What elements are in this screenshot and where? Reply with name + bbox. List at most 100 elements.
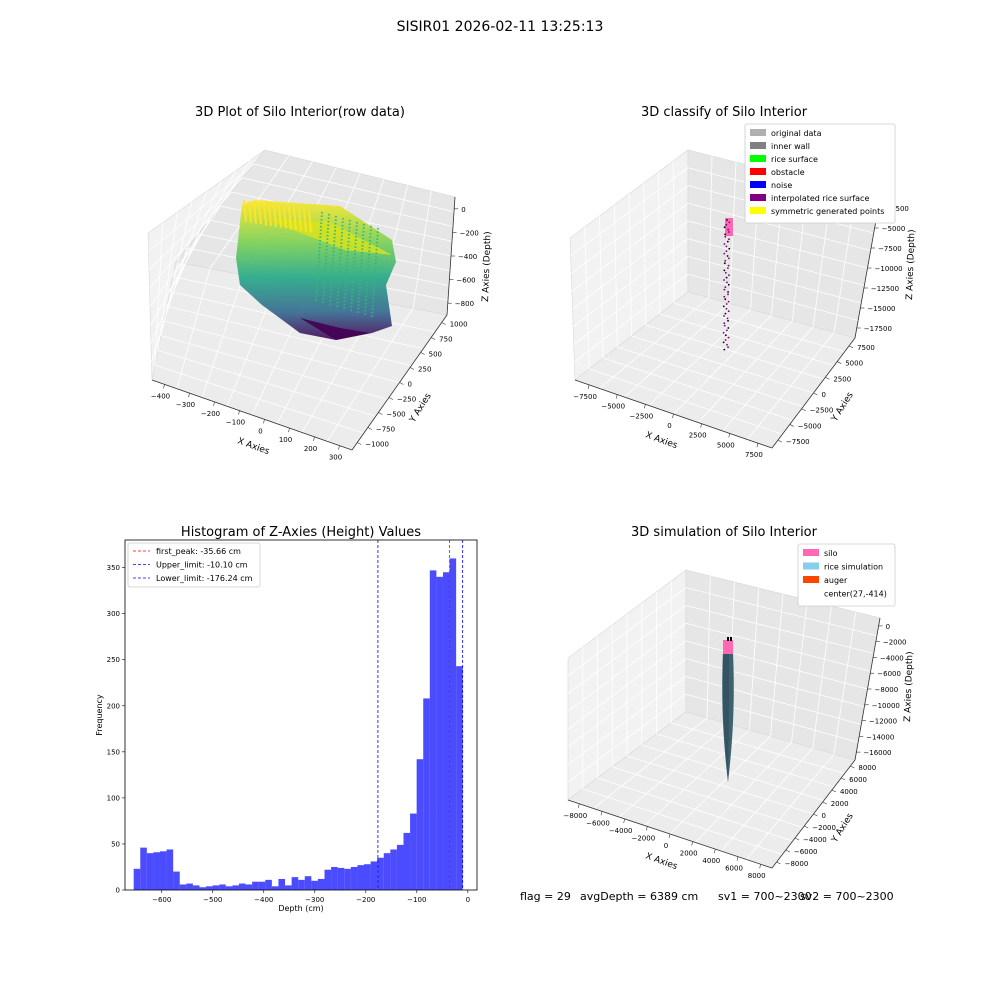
grid-line (567, 640, 687, 730)
classified-point (723, 324, 726, 327)
x-tick (163, 384, 165, 389)
classified-point (725, 303, 728, 305)
point-strand (315, 211, 323, 303)
x-tick (615, 394, 618, 399)
y-tick-label: −250 (397, 396, 416, 404)
classify-legend-swatch (750, 168, 766, 175)
y-tick-label: 250 (107, 656, 120, 664)
classified-point (727, 291, 729, 293)
auger-marker (730, 637, 732, 641)
grid-line (687, 202, 871, 251)
histogram-bar (311, 880, 318, 890)
panel-3d-simulation-surface (722, 637, 734, 782)
panel-3d-simulation: 3D simulation of Silo Interior −8000−600… (563, 525, 915, 880)
histogram-bar (317, 878, 325, 890)
grid-line (643, 182, 647, 326)
y-tick (813, 392, 818, 396)
y-tick-label: 250 (418, 366, 431, 374)
y-tick-label: 750 (439, 336, 452, 344)
x-tick-label: 7500 (745, 451, 763, 459)
x-tick-label: 8000 (748, 872, 766, 880)
panel-3d-classify-ylabel: Y Axies (830, 390, 856, 424)
classified-point (725, 245, 728, 248)
histogram-bar (423, 698, 430, 890)
histogram-bar (304, 876, 312, 890)
classified-point (724, 259, 727, 262)
grid-line (253, 163, 455, 213)
classified-point (728, 238, 730, 241)
histogram-bar (331, 866, 338, 890)
y-tick-label: 50 (111, 840, 120, 848)
histogram-bar (179, 884, 187, 890)
y-tick-label: 0 (116, 887, 120, 895)
histogram-bar (278, 878, 286, 890)
classified-point (723, 262, 726, 265)
classify-legend-swatch (750, 181, 766, 188)
grid-line (747, 331, 835, 440)
x-tick-label: 5000 (717, 441, 735, 449)
y-tick-label: 350 (107, 564, 120, 572)
grid-line (148, 177, 244, 271)
classified-point (727, 228, 730, 231)
histogram-bar (396, 844, 404, 890)
panel-3d-classify-points (722, 218, 733, 351)
classified-point (726, 240, 729, 243)
z-tick-label: 0 (461, 206, 465, 214)
point-strand (288, 207, 292, 230)
panel-3d-simulation-ticks: −8000−6000−4000−200002000400060008000−80… (563, 623, 906, 880)
histogram-bar (252, 881, 259, 890)
z-tick-label: −10000 (875, 265, 903, 273)
classified-point (727, 300, 730, 303)
x-tick-label: −400 (254, 896, 273, 904)
z-tick-label: −200 (460, 229, 479, 237)
z-tick-label: −5000 (882, 225, 906, 233)
y-tick-label: −750 (376, 426, 395, 434)
simulation-legend-entry: silo (824, 549, 838, 558)
grid-line (685, 622, 871, 672)
histogram-bar (350, 866, 358, 890)
figure-suptitle: SISIR01 2026-02-11 13:25:13 (397, 19, 604, 35)
classified-point (724, 286, 727, 289)
x-tick (238, 410, 240, 415)
histogram-bar (219, 884, 226, 890)
grid-line (571, 185, 689, 274)
y-tick-label: 500 (429, 351, 442, 359)
grid-line (570, 167, 689, 257)
simulation-legend-swatch (803, 549, 819, 556)
panel-3d-classify-title: 3D classify of Silo Interior (641, 105, 808, 120)
histogram-xlabel: Depth (cm) (278, 904, 323, 913)
x-tick-label: 2500 (689, 432, 707, 440)
histogram-bar (344, 868, 351, 890)
classified-point (727, 257, 730, 260)
x-tick-label: −200 (201, 410, 220, 418)
footer-flag: flag = 29 (520, 890, 571, 903)
x-tick (714, 849, 716, 854)
grid-line (791, 599, 808, 743)
histogram-bar (271, 886, 279, 890)
grid-line (572, 220, 689, 310)
classified-point (728, 274, 730, 277)
panel-3d-raw-point-cloud (236, 199, 396, 340)
y-tick (785, 849, 790, 853)
y-tick (804, 825, 809, 829)
histogram-bar (442, 572, 450, 890)
histogram-bar (238, 883, 246, 890)
histogram-bar (416, 759, 424, 890)
classified-point (725, 250, 728, 253)
classify-legend-swatch (750, 194, 766, 201)
classify-legend-entry: noise (771, 181, 792, 190)
panel-3d-simulation-xlabel: X Axies (644, 851, 679, 872)
grid-line (685, 605, 874, 654)
y-tick-label: −1000 (365, 441, 389, 449)
grid-line (166, 180, 222, 307)
histogram-bar (390, 849, 397, 890)
grid-line (571, 202, 689, 292)
grid-line (673, 302, 845, 353)
simulation-legend-swatch (803, 576, 819, 583)
point-cloud-body (236, 200, 396, 340)
y-tick (777, 439, 783, 443)
classified-point (722, 331, 725, 334)
classified-point (724, 312, 727, 315)
histogram-bar (206, 886, 213, 890)
